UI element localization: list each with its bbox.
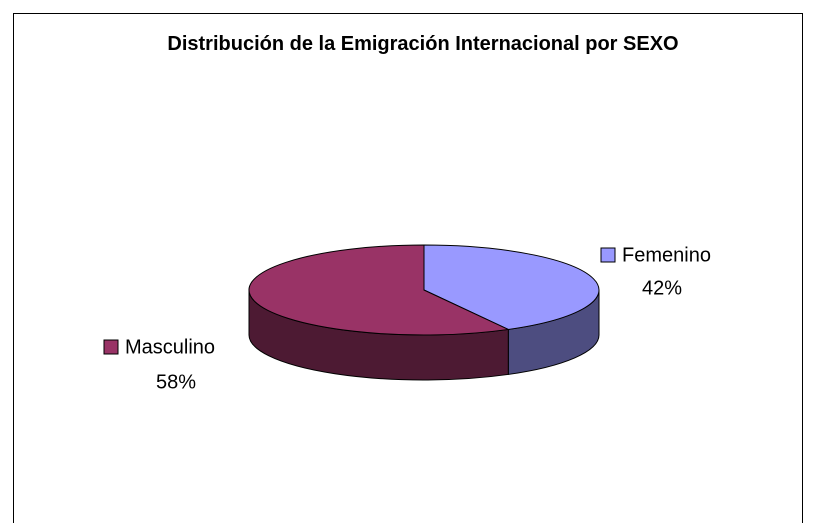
chart-frame xyxy=(13,13,803,523)
slice-value-label: 58% xyxy=(156,371,196,393)
slice-label: Femenino xyxy=(622,244,711,266)
slice xyxy=(248,244,511,336)
chart-title: Distribución de la Emigración Internacio… xyxy=(167,33,679,55)
legend-swatch xyxy=(103,339,119,355)
slice-label: Masculino xyxy=(125,336,215,358)
legend-swatch xyxy=(600,247,616,263)
slice xyxy=(423,244,600,330)
slice-value-label: 42% xyxy=(642,277,682,299)
